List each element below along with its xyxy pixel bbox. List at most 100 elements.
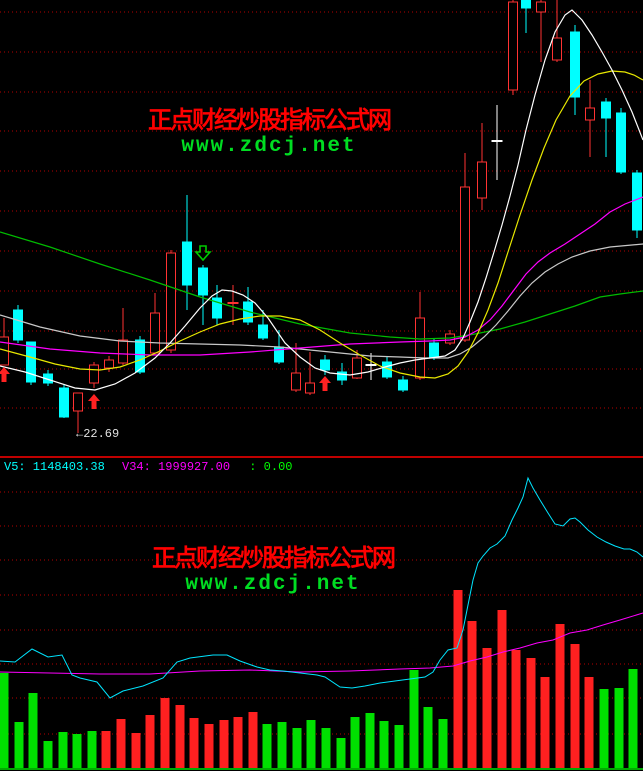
volume-bar [321, 728, 331, 768]
candle-body-down [616, 112, 626, 173]
volume-bar [467, 621, 477, 768]
volume-bar [482, 648, 492, 768]
candle-body-up [73, 392, 83, 412]
volume-bar [160, 698, 170, 768]
candle-body-down [337, 371, 347, 381]
candle-body-down [398, 379, 408, 391]
volume-bar [614, 688, 624, 768]
ma-gray [0, 243, 643, 359]
volume-bar [262, 724, 272, 768]
volume-bar [145, 715, 155, 768]
volume-bar [189, 718, 199, 768]
candle-body-down [601, 101, 611, 119]
volume-bar [204, 724, 214, 768]
volume-bar [555, 624, 565, 768]
candle-body-down [13, 309, 23, 341]
candle-body-down [320, 359, 330, 371]
volume-bar [292, 728, 302, 768]
candle-body-up [305, 382, 315, 394]
volume-bar [28, 693, 38, 768]
volume-bar [248, 712, 258, 768]
candle-body-down [59, 387, 69, 418]
candle-body-down [26, 341, 36, 383]
volume-bar [87, 731, 97, 768]
v34-line [0, 612, 643, 675]
candle-body-down [182, 241, 192, 286]
volume-bar [175, 705, 185, 768]
candle-body-up [291, 372, 301, 391]
v5-line [0, 476, 643, 699]
candle-body-up [104, 359, 114, 369]
volume-bar [511, 650, 521, 768]
volume-bar [14, 722, 24, 768]
watermark-site-url: www.zdcj.net [185, 573, 361, 596]
volume-bar [72, 734, 82, 768]
buy-signal-up-arrow [0, 367, 10, 382]
volume-bar [0, 673, 9, 768]
volume-bar [379, 721, 389, 768]
candle-body-up [552, 37, 562, 61]
volume-bar [584, 677, 594, 768]
candle-body-down [212, 297, 222, 319]
volume-bar [43, 741, 53, 768]
indicator-v5-value: V5: 1148403.38 [4, 460, 105, 474]
watermark-site-url: www.zdcj.net [181, 135, 357, 158]
volume-bar [540, 677, 550, 768]
candle-body-down [258, 324, 268, 339]
volume-bar [277, 722, 287, 768]
volume-bar [336, 738, 346, 768]
volume-bar [394, 725, 404, 768]
volume-bar [365, 713, 375, 768]
candle-body-down [632, 172, 642, 231]
volume-bar [438, 719, 448, 768]
indicator-v34-value: V34: 1999927.00 [122, 460, 231, 474]
candle-body-down [521, 0, 531, 9]
volume-bar [219, 720, 229, 768]
watermark-site-name: 正点财经炒股指标公式网 [148, 107, 392, 134]
price-low-label: ←22.69 [76, 427, 120, 441]
volume-indicator-header: V5: 1148403.38 V34: 1999927.00 : 0.00 [4, 460, 292, 474]
buy-signal-up-arrow [319, 376, 331, 391]
candle-body-up [150, 312, 160, 354]
volume-bar [423, 707, 433, 768]
ma-white [0, 9, 643, 391]
candle-body-up [508, 1, 518, 91]
sell-signal-down-arrow [194, 245, 212, 262]
volume-bar [599, 689, 609, 768]
buy-signal-up-arrow [88, 394, 100, 409]
watermark-bottom: 正点财经炒股指标公式网 www.zdcj.net [142, 540, 404, 598]
candle-body-up [477, 161, 487, 199]
candle-body-up [89, 364, 99, 384]
volume-bar [58, 732, 68, 768]
volume-bar [409, 670, 419, 768]
candle-body-up [536, 1, 546, 13]
candle-body-down [198, 267, 208, 296]
candle-body-down [570, 31, 580, 98]
candle-body-up [585, 107, 595, 121]
volume-bar [628, 669, 638, 768]
watermark-top: 正点财经炒股指标公式网 www.zdcj.net [140, 102, 398, 160]
ma-green [0, 231, 643, 340]
candle-body-up [118, 339, 128, 364]
candle-body-down [429, 342, 439, 358]
ma-yellow [0, 70, 643, 379]
volume-bar [350, 717, 360, 768]
volume-bar [453, 590, 463, 768]
ma-magenta [0, 196, 643, 356]
candle-body-down [135, 339, 145, 373]
volume-bar [233, 717, 243, 768]
volume-bar [101, 731, 111, 768]
volume-bar [306, 720, 316, 768]
volume-bar [497, 610, 507, 768]
volume-bar [116, 719, 126, 768]
candle-body-up [415, 317, 425, 379]
watermark-site-name: 正点财经炒股指标公式网 [152, 545, 396, 572]
indicator-extra-value: : 0.00 [249, 460, 293, 474]
volume-bar [570, 644, 580, 768]
volume-bar [131, 733, 141, 768]
candle-body-up [352, 357, 362, 379]
candle-body-up [166, 252, 176, 351]
volume-bar [526, 658, 536, 768]
